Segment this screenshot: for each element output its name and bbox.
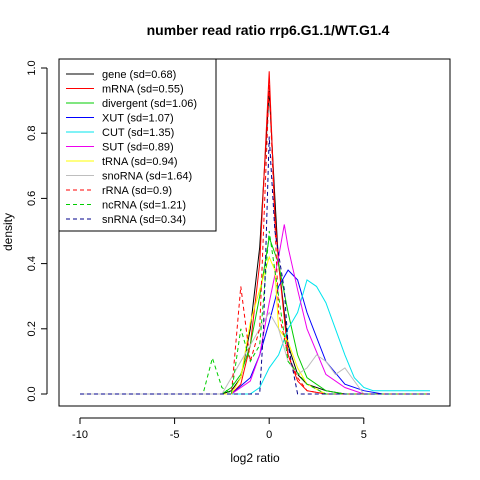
legend-label: snoRNA (sd=1.64) xyxy=(102,171,192,183)
legend-label: gene (sd=0.68) xyxy=(102,69,176,81)
y-tick-label: 1.0 xyxy=(26,60,38,75)
series-line-0 xyxy=(80,90,430,395)
legend-label: XUT (sd=1.07) xyxy=(102,113,174,125)
legend-label: SUT (sd=0.89) xyxy=(102,142,174,154)
y-axis: 0.0 0.2 0.4 0.6 0.8 1.0 xyxy=(26,60,48,402)
series-line-8 xyxy=(80,84,430,395)
series-line-6 xyxy=(80,255,430,395)
series-line-4 xyxy=(80,279,430,395)
y-tick-label: 0.6 xyxy=(26,191,38,206)
series-line-5 xyxy=(80,224,430,395)
y-tick-label: 0.4 xyxy=(26,256,38,271)
y-tick-label: 0.2 xyxy=(26,321,38,336)
x-tick-label: -10 xyxy=(72,429,88,441)
chart-title: number read ratio rrp6.G1.1/WT.G1.4 xyxy=(147,22,390,38)
x-tick-label: 5 xyxy=(361,429,367,441)
legend-box xyxy=(58,58,217,232)
legend-label: snRNA (sd=0.34) xyxy=(102,214,186,226)
legend-label: rRNA (sd=0.9) xyxy=(102,185,172,197)
legend-label: ncRNA (sd=1.21) xyxy=(102,200,186,212)
x-tick-label: -5 xyxy=(170,429,180,441)
legend-label: mRNA (sd=0.55) xyxy=(102,84,184,96)
series-lines xyxy=(80,71,430,395)
x-tick-label: 0 xyxy=(266,429,272,441)
series-line-10 xyxy=(80,136,430,395)
legend: gene (sd=0.68) mRNA (sd=0.55) divergent (s… xyxy=(58,58,217,232)
y-tick-label: 0.8 xyxy=(26,126,38,141)
series-line-9 xyxy=(80,230,430,395)
legend-label: tRNA (sd=0.94) xyxy=(102,156,178,168)
y-axis-label: density xyxy=(1,213,15,251)
x-axis: -10 -5 0 5 xyxy=(72,417,367,441)
y-tick-label: 0.0 xyxy=(26,386,38,401)
plot-frame xyxy=(58,58,451,407)
legend-label: divergent (sd=1.06) xyxy=(102,98,197,110)
series-line-2 xyxy=(80,235,430,395)
x-axis-label: log2 ratio xyxy=(230,451,280,465)
legend-label: CUT (sd=1.35) xyxy=(102,127,174,139)
